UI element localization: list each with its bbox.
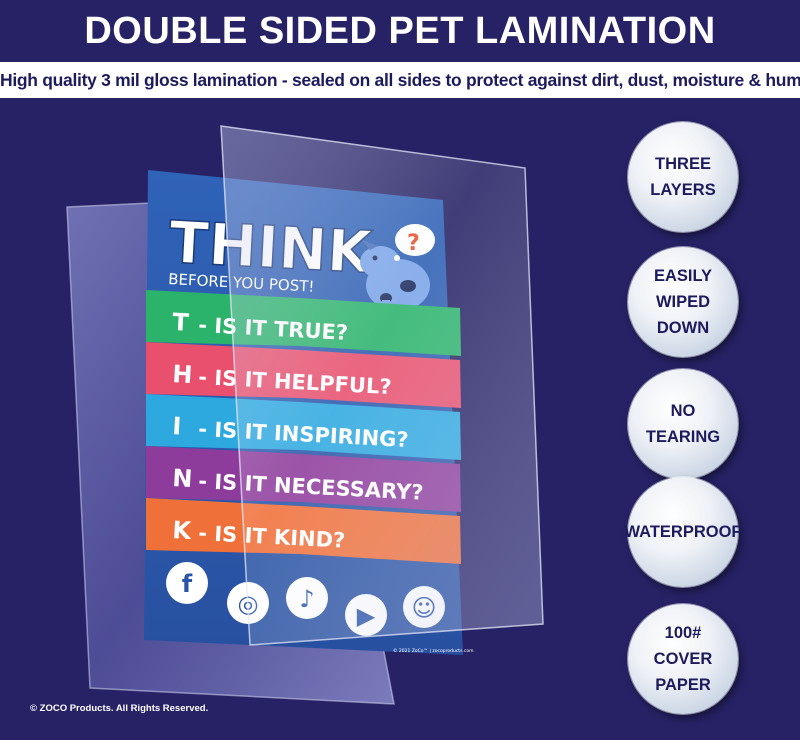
no-tearing-badge: NO TEARING <box>628 369 738 479</box>
cover-paper-badge: 100# COVER PAPER <box>628 604 738 714</box>
poster-row-letter: T <box>172 308 190 337</box>
poster-row-letter: N <box>172 464 194 493</box>
lamination-illustration: THINK BEFORE YOU POST! ? T- IS IT TRUE?H… <box>66 125 544 705</box>
copyright-notice: © ZOCO Products. All Rights Reserved. <box>30 703 209 714</box>
poster-row-letter: K <box>172 516 193 545</box>
three-layers-badge: THREE LAYERS <box>628 122 738 232</box>
front-lamination-sheet <box>220 125 544 646</box>
svg-text:f: f <box>182 570 193 598</box>
page-title: DOUBLE SIDED PET LAMINATION <box>84 10 716 52</box>
waterproof-badge: WATERPROOF <box>624 477 742 587</box>
subtitle-banner: High quality 3 mil gloss lamination - se… <box>0 62 800 98</box>
poster-fineprint: © 2021 ZoCo™ | zocoproducts.com <box>393 647 473 654</box>
easily-wiped-down-badge: EASILY WIPED DOWN <box>628 247 738 357</box>
poster-row-letter: H <box>172 360 194 389</box>
poster-row-letter: I <box>172 412 182 440</box>
facebook-icon: f <box>166 562 208 604</box>
